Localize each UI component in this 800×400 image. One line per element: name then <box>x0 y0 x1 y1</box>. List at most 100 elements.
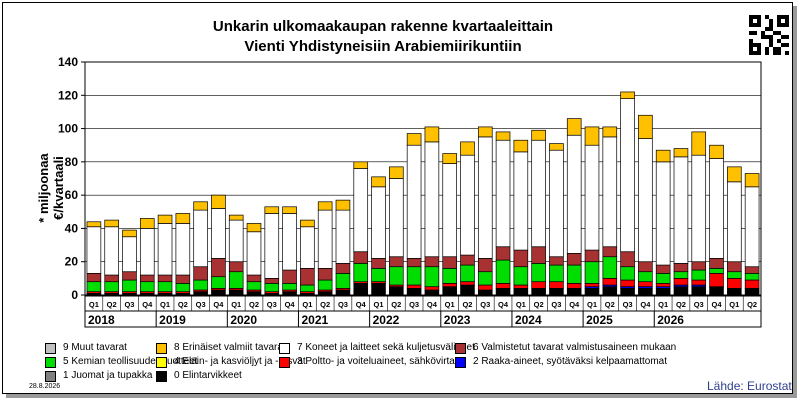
bar-segment <box>495 246 511 261</box>
x-tick-label: Q4 <box>213 300 224 309</box>
bar-segment <box>389 178 404 258</box>
bar-segment <box>460 281 475 286</box>
bar-segment <box>228 261 244 273</box>
bar-segment <box>442 286 457 296</box>
year-label: 2020 <box>230 313 257 327</box>
y-tick-label: 0 <box>71 288 78 302</box>
date-stamp: 28.8.2026 <box>29 383 61 390</box>
chart-title: Unkarin ulkomaakaupan rakenne kvartaalei… <box>3 17 763 57</box>
bar-segment <box>495 287 511 296</box>
bar-segment <box>389 286 404 296</box>
bar-segment <box>673 263 689 273</box>
bar-segment <box>638 287 653 296</box>
x-tick-label: Q1 <box>302 300 312 309</box>
bar-segment <box>744 287 760 296</box>
x-tick-label: Q3 <box>196 300 206 309</box>
bar-segment <box>460 284 475 296</box>
y-tick-label: 120 <box>58 88 78 102</box>
bar-segment <box>175 274 191 284</box>
bar-segment <box>442 283 457 288</box>
bar-segment <box>389 266 404 286</box>
bar-segment <box>495 131 511 141</box>
year-label: 2021 <box>301 313 328 327</box>
bar-segment <box>406 284 422 289</box>
bar-segment <box>673 156 689 264</box>
bar-segment <box>602 246 618 258</box>
x-tick-label: Q3 <box>124 300 134 309</box>
bar-segment <box>513 151 529 251</box>
bar-segment <box>317 201 333 211</box>
bar-segment <box>211 258 226 278</box>
bar-segment <box>513 266 529 286</box>
bar-segment <box>566 253 582 266</box>
bar-segment <box>584 283 600 288</box>
bar-segment <box>424 266 440 288</box>
bar-segment <box>228 289 244 296</box>
bar-segment <box>602 136 618 248</box>
bar-segment <box>264 213 280 279</box>
bar-segment <box>566 283 582 289</box>
bar-segment <box>406 258 422 268</box>
bar-segment <box>122 279 137 293</box>
bar-segment <box>513 284 529 289</box>
bar-segment <box>317 291 333 296</box>
bar-segment <box>531 246 546 264</box>
bar-segment <box>602 278 618 286</box>
bar-segment <box>513 287 529 296</box>
x-tick-label: Q1 <box>516 300 526 309</box>
bar-segment <box>193 266 208 281</box>
bar-segment <box>744 273 760 281</box>
x-tick-label: Q2 <box>249 300 259 309</box>
x-tick-label: Q2 <box>320 300 330 309</box>
bar-segment <box>246 223 262 233</box>
bar-segment <box>389 166 404 179</box>
bar-segment <box>442 268 457 284</box>
legend-label: 2 Raaka-aineet, syötäväksi kelpaamattoma… <box>473 356 667 367</box>
year-label: 2019 <box>159 313 186 327</box>
year-label: 2026 <box>657 313 684 327</box>
x-tick-label: Q2 <box>676 300 686 309</box>
bar-segment <box>282 291 297 296</box>
bar-segment <box>477 258 493 273</box>
bar-segment <box>335 199 351 211</box>
x-tick-label: Q2 <box>747 300 757 309</box>
bar-segment <box>727 166 742 183</box>
bar-segment <box>424 141 440 258</box>
bar-segment <box>104 219 119 228</box>
x-tick-label: Q2 <box>605 300 615 309</box>
bar-segment <box>655 273 671 284</box>
bar-segment <box>122 271 137 281</box>
legend-swatch <box>45 343 56 354</box>
legend-label: 1 Juomat ja tupakka <box>63 370 153 381</box>
bar-segment <box>353 251 369 264</box>
bar-segment <box>531 263 546 283</box>
bar-segment <box>228 214 244 221</box>
bar-segment <box>157 214 173 224</box>
bar-segment <box>673 148 689 158</box>
bar-segment <box>353 283 369 296</box>
legend-label: 5 Kemian teollisuuden tuotteet <box>63 356 198 367</box>
x-tick-label: Q1 <box>729 300 739 309</box>
bar-segment <box>246 274 262 283</box>
bar-segment <box>549 287 564 296</box>
bar-segment <box>460 264 475 283</box>
bar-segment <box>86 221 102 228</box>
bar-segment <box>86 226 102 274</box>
bar-segment <box>442 256 457 269</box>
bar-segment <box>477 126 493 138</box>
bar-segment <box>86 281 102 293</box>
year-label: 2018 <box>88 313 115 327</box>
bar-segment <box>228 271 244 289</box>
bar-segment <box>175 283 191 293</box>
year-label: 2025 <box>586 313 613 327</box>
bar-segment <box>193 291 208 296</box>
bar-segment <box>139 228 155 276</box>
bar-segment <box>584 287 600 296</box>
bar-segment <box>531 287 546 296</box>
bar-segment <box>139 274 155 283</box>
x-tick-label: Q1 <box>587 300 597 309</box>
bar-segment <box>709 158 724 259</box>
bar-segment <box>104 281 119 293</box>
y-tick-label: 80 <box>65 155 79 169</box>
bar-segment <box>620 98 635 253</box>
